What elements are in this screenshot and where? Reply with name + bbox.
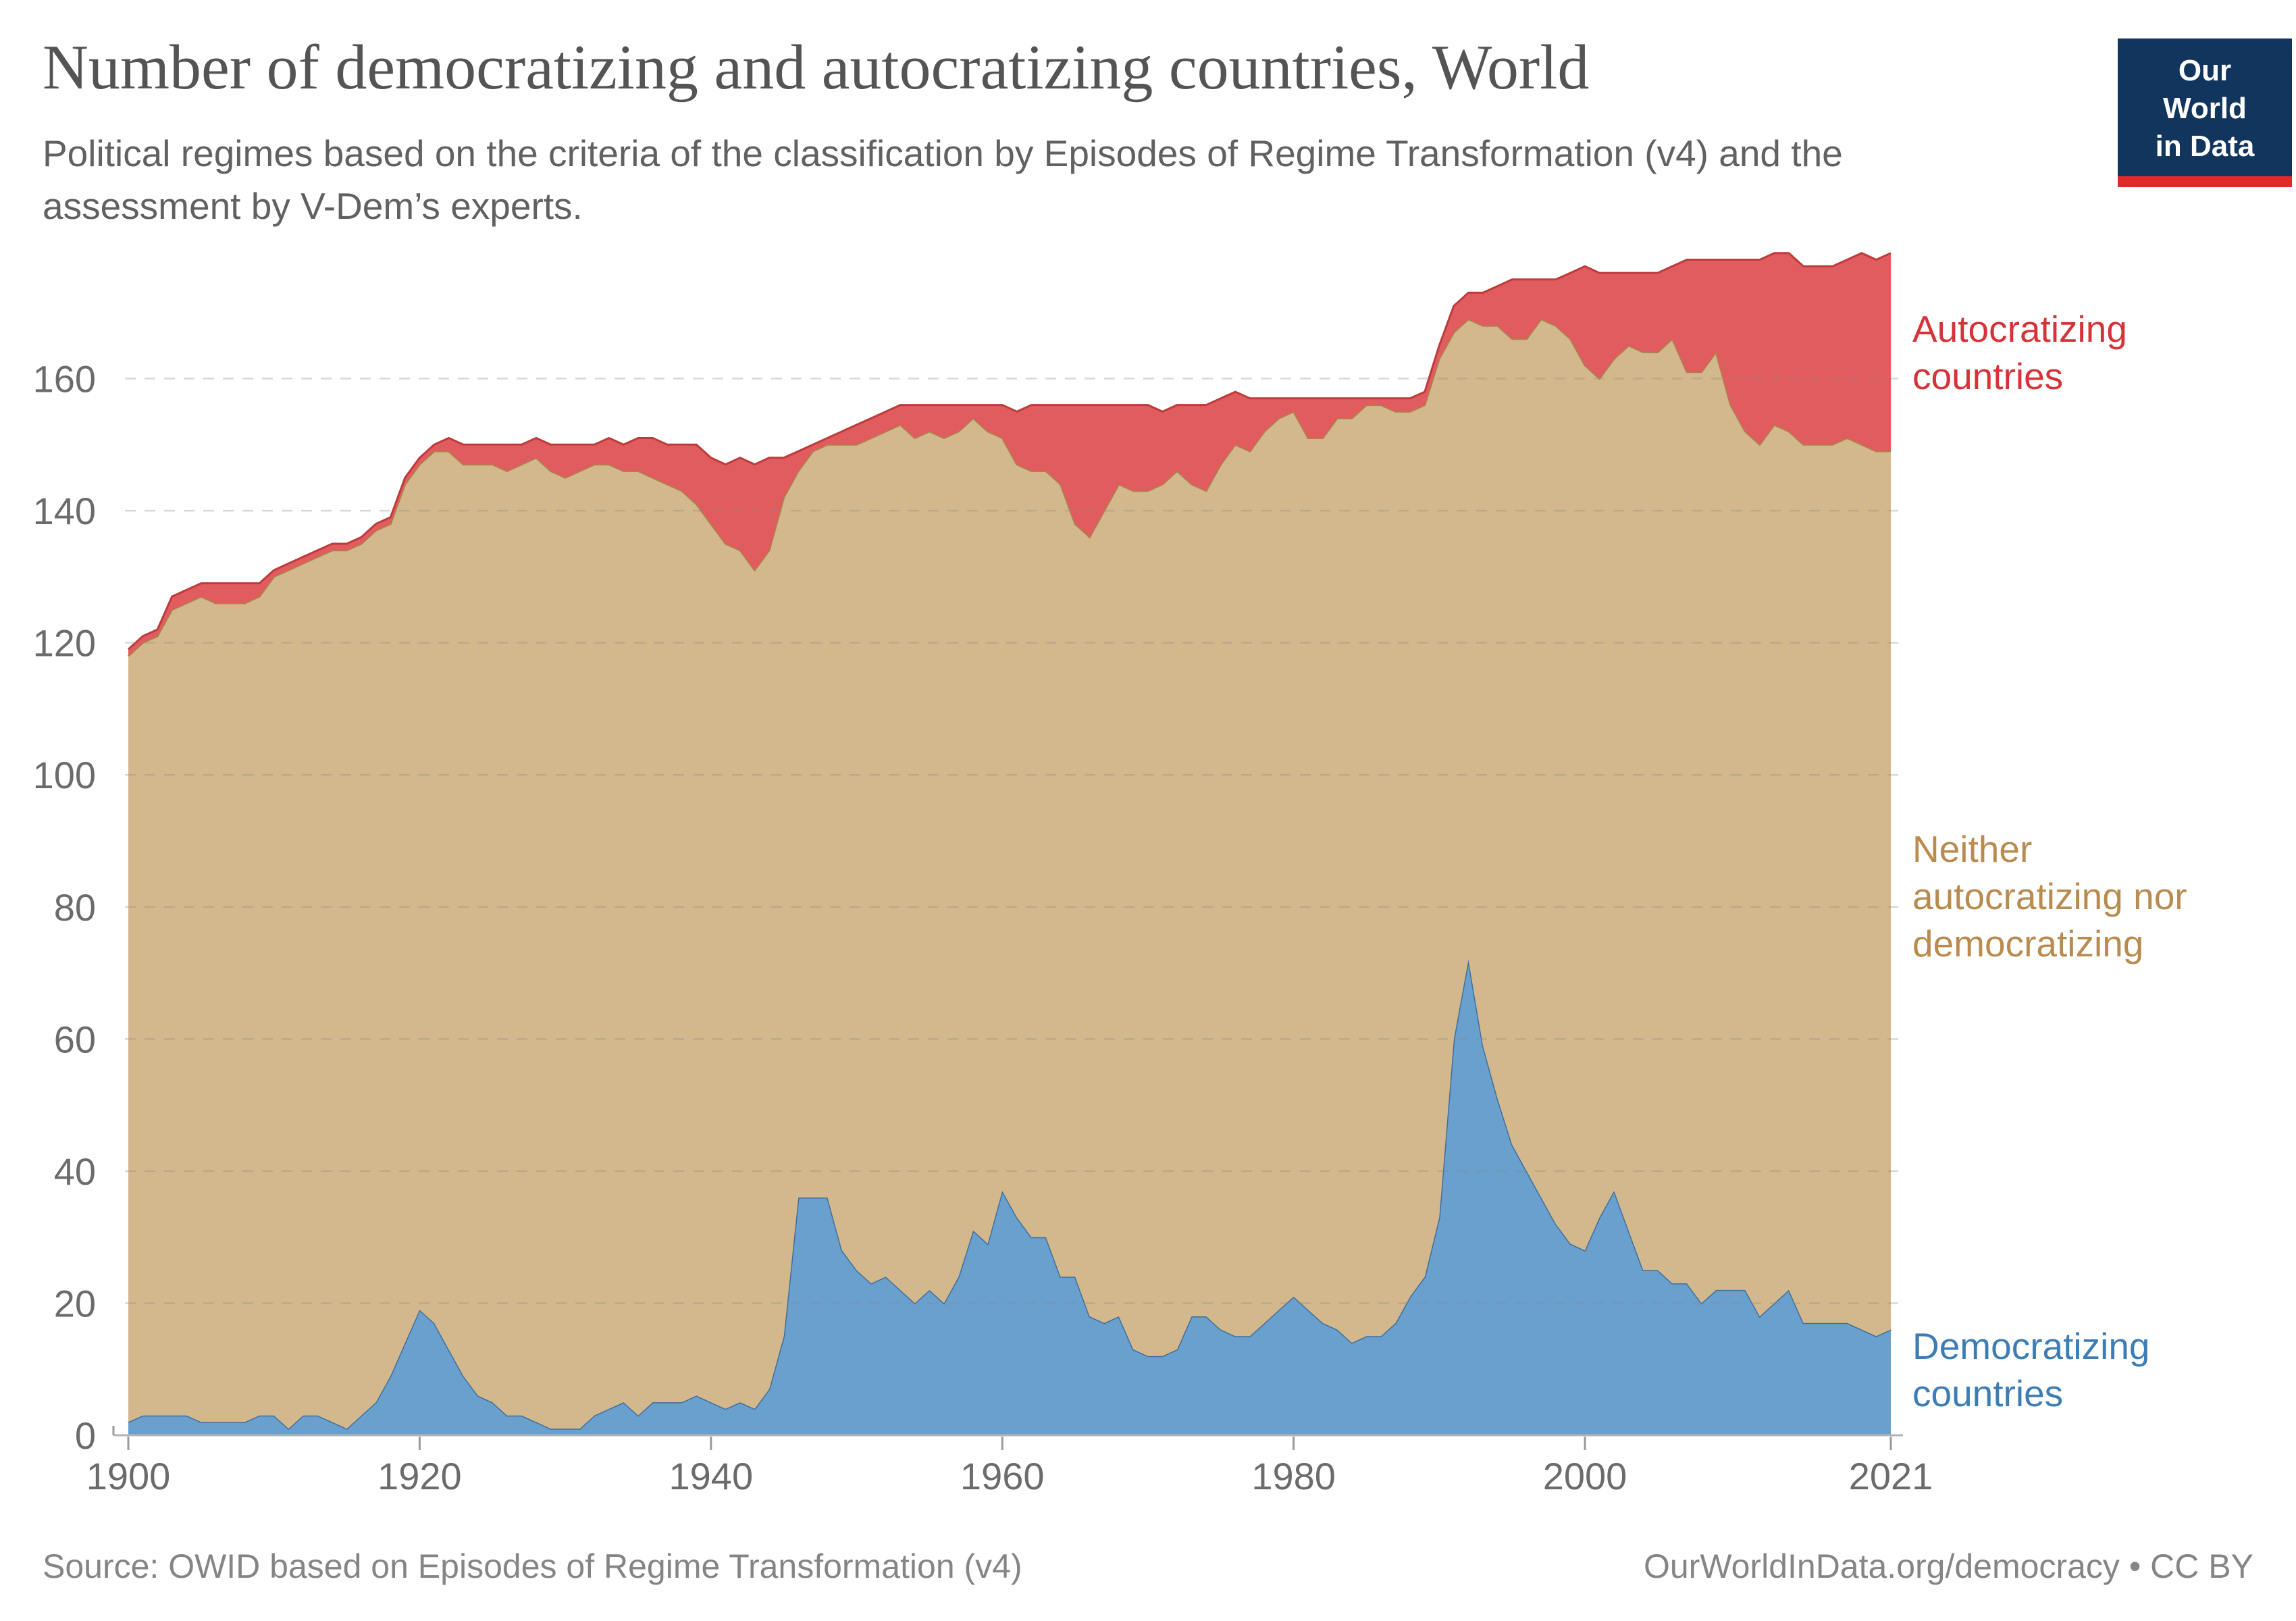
area-autocratizing[interactable] xyxy=(128,253,1891,657)
footer-source: Source: OWID based on Episodes of Regime… xyxy=(43,1547,1022,1585)
y-label-140: 140 xyxy=(33,490,96,532)
x-label-2000: 2000 xyxy=(1543,1455,1627,1497)
x-label-1900: 1900 xyxy=(86,1455,171,1497)
area-neither[interactable] xyxy=(128,319,1891,1429)
x-label-1960: 1960 xyxy=(960,1455,1045,1497)
legend-democratizing[interactable]: Democratizing countries xyxy=(1912,1325,2150,1414)
area-democratizing[interactable] xyxy=(128,960,1891,1435)
y-label-60: 60 xyxy=(54,1018,96,1060)
x-label-1980: 1980 xyxy=(1251,1455,1336,1497)
y-label-100: 100 xyxy=(33,754,96,796)
x-label-2021: 2021 xyxy=(1849,1455,1933,1497)
legend-autocratizing[interactable]: Autocratizing countries xyxy=(1912,308,2127,397)
y-label-40: 40 xyxy=(54,1150,96,1193)
owid-logo-line2: in Data xyxy=(2155,130,2255,163)
y-label-20: 20 xyxy=(54,1282,96,1324)
x-label-1920: 1920 xyxy=(377,1455,462,1497)
y-label-160: 160 xyxy=(33,358,96,401)
legend-neither[interactable]: Neither autocratizing nor democratizing xyxy=(1912,828,2187,964)
page-subtitle: Political regimes based on the criteria … xyxy=(43,132,1843,227)
edge-autocratizing xyxy=(127,252,1891,650)
owid-logo[interactable]: Our World in Data xyxy=(2118,38,2292,187)
page-title: Number of democratizing and autocratizin… xyxy=(43,32,1590,103)
y-label-80: 80 xyxy=(54,886,96,929)
x-label-1940: 1940 xyxy=(669,1455,754,1497)
y-label-0: 0 xyxy=(75,1414,96,1457)
footer-site-link[interactable]: OurWorldInData.org/democracy • CC BY xyxy=(1643,1547,2253,1585)
owid-logo-line1: Our World xyxy=(2163,54,2247,125)
y-label-120: 120 xyxy=(33,622,96,665)
